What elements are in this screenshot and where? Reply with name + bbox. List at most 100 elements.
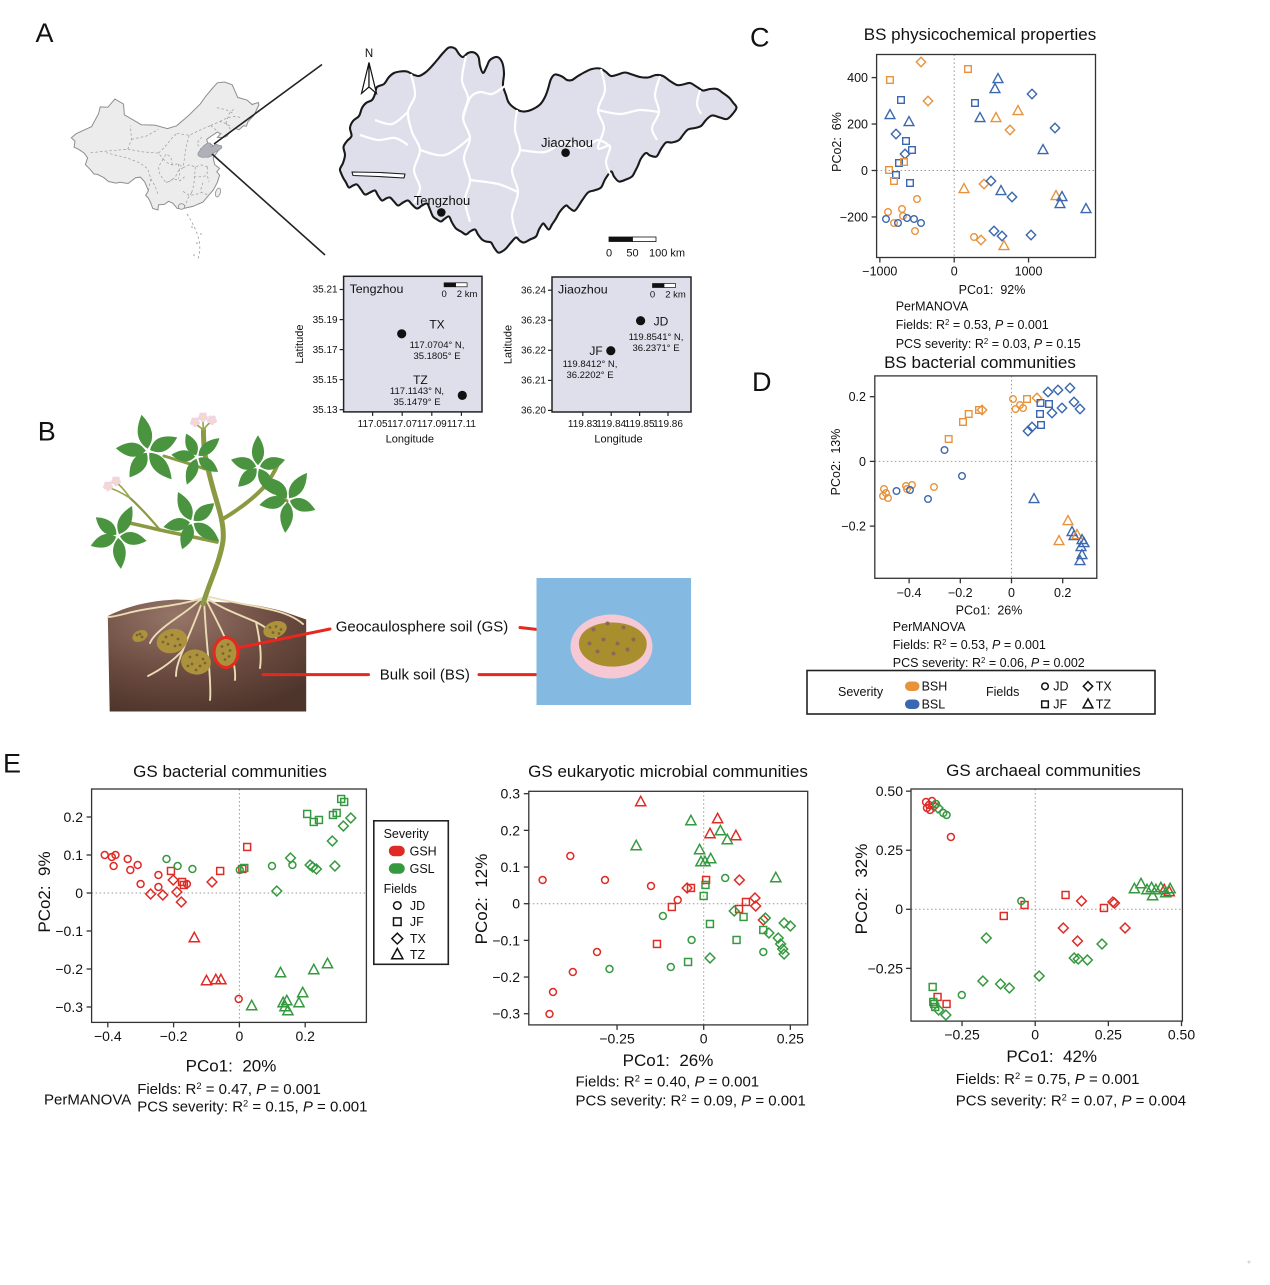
svg-text:35.21: 35.21 — [313, 285, 338, 296]
svg-text:0.2: 0.2 — [64, 809, 84, 825]
svg-text:PCo1: 26%: PCo1: 26% — [956, 603, 1023, 617]
svg-text:36.24: 36.24 — [521, 285, 546, 296]
svg-text:119.84: 119.84 — [596, 419, 626, 430]
svg-text:0: 0 — [236, 1028, 244, 1044]
svg-text:PCS severity: R2 = 0.07, P = 0: PCS severity: R2 = 0.07, P = 0.004 — [956, 1092, 1186, 1109]
svg-text:117.09: 117.09 — [417, 419, 447, 430]
svg-text:36.23: 36.23 — [521, 315, 546, 326]
svg-text:Fields: Fields — [986, 685, 1019, 699]
svg-text:−200: −200 — [840, 210, 868, 224]
svg-text:119.8412° N,: 119.8412° N, — [563, 359, 618, 370]
svg-text:−0.2: −0.2 — [492, 969, 520, 985]
svg-text:PerMANOVA: PerMANOVA — [893, 620, 966, 634]
svg-text:−0.1: −0.1 — [55, 923, 83, 939]
svg-text:0: 0 — [512, 896, 520, 912]
svg-text:0.25: 0.25 — [777, 1031, 804, 1047]
svg-text:50: 50 — [626, 248, 638, 260]
svg-text:PCS severity: R2 = 0.15, P = 0: PCS severity: R2 = 0.15, P = 0.001 — [137, 1098, 367, 1115]
svg-text:−0.25: −0.25 — [868, 960, 904, 976]
svg-text:PCo2: 32%: PCo2: 32% — [852, 844, 871, 935]
svg-text:Latitude: Latitude — [294, 325, 306, 364]
svg-text:117.07: 117.07 — [387, 419, 417, 430]
svg-text:Longitude: Longitude — [594, 434, 642, 446]
svg-text:PCS severity: R2 = 0.03, P = 0: PCS severity: R2 = 0.03, P = 0.15 — [896, 337, 1081, 351]
svg-text:0.2: 0.2 — [501, 822, 521, 838]
svg-text:−0.3: −0.3 — [55, 999, 83, 1015]
svg-text:PCo1: 42%: PCo1: 42% — [1006, 1047, 1097, 1066]
svg-text:119.85: 119.85 — [625, 419, 655, 430]
svg-text:TX: TX — [429, 318, 444, 332]
svg-text:36.2202° E: 36.2202° E — [566, 370, 613, 381]
svg-text:−0.25: −0.25 — [944, 1027, 980, 1043]
svg-text:BSH: BSH — [922, 680, 948, 694]
svg-text:GSH: GSH — [410, 844, 437, 858]
svg-text:B: B — [38, 417, 56, 447]
svg-text:−0.3: −0.3 — [492, 1006, 520, 1022]
svg-text:36.21: 36.21 — [521, 376, 546, 387]
svg-text:Jiaozhou: Jiaozhou — [541, 135, 593, 150]
svg-text:N: N — [365, 48, 373, 60]
svg-text:0.50: 0.50 — [1168, 1027, 1195, 1043]
svg-text:0: 0 — [1008, 586, 1015, 600]
svg-text:JD: JD — [410, 899, 425, 913]
svg-text:2 km: 2 km — [457, 289, 478, 300]
svg-text:TX: TX — [1096, 680, 1113, 694]
svg-text:36.20: 36.20 — [521, 406, 546, 417]
svg-text:35.13: 35.13 — [313, 405, 338, 416]
svg-text:Latitude: Latitude — [503, 325, 515, 364]
svg-text:117.1143° N,: 117.1143° N, — [390, 386, 444, 397]
svg-text:JF: JF — [410, 915, 424, 929]
svg-text:117.0704° N,: 117.0704° N, — [410, 340, 465, 351]
svg-text:Jiaozhou: Jiaozhou — [558, 283, 608, 297]
svg-text:117.05: 117.05 — [358, 419, 388, 430]
svg-text:0: 0 — [1031, 1027, 1039, 1043]
svg-text:119.8541° N,: 119.8541° N, — [629, 332, 684, 343]
svg-text:JD: JD — [654, 315, 669, 329]
svg-text:200: 200 — [847, 117, 868, 131]
svg-text:BS physicochemical properties: BS physicochemical properties — [864, 25, 1096, 44]
svg-text:0.2: 0.2 — [1054, 586, 1071, 600]
svg-text:−0.25: −0.25 — [599, 1031, 635, 1047]
svg-text:36.2371° E: 36.2371° E — [632, 343, 679, 354]
svg-text:−0.2: −0.2 — [841, 519, 866, 533]
svg-text:PCo1: 20%: PCo1: 20% — [186, 1057, 277, 1076]
svg-text:−0.1: −0.1 — [492, 932, 520, 948]
svg-text:PCo2: 12%: PCo2: 12% — [472, 854, 491, 945]
svg-text:35.15: 35.15 — [313, 375, 338, 386]
svg-text:Bulk soil (BS): Bulk soil (BS) — [380, 666, 470, 683]
svg-text:TZ: TZ — [413, 373, 428, 387]
svg-text:0.50: 0.50 — [876, 783, 903, 799]
svg-text:PerMANOVA: PerMANOVA — [896, 300, 969, 314]
svg-text:PCo1: 92%: PCo1: 92% — [959, 283, 1026, 297]
svg-text:TX: TX — [410, 932, 427, 946]
svg-text:PCo2: 6%: PCo2: 6% — [830, 112, 844, 172]
svg-text:35.19: 35.19 — [313, 315, 338, 326]
svg-text:Fields: R2 = 0.53, P = 0.001: Fields: R2 = 0.53, P = 0.001 — [893, 638, 1046, 652]
svg-text:PerMANOVA: PerMANOVA — [44, 1092, 131, 1109]
svg-text:1000: 1000 — [1015, 265, 1043, 279]
svg-text:119.86: 119.86 — [653, 419, 683, 430]
svg-text:0: 0 — [700, 1031, 708, 1047]
svg-text:Fields: R2 = 0.40, P = 0.001: Fields: R2 = 0.40, P = 0.001 — [576, 1074, 760, 1091]
svg-text:−0.2: −0.2 — [948, 586, 973, 600]
svg-text:0: 0 — [951, 265, 958, 279]
svg-text:PCo2: 9%: PCo2: 9% — [35, 851, 54, 932]
svg-text:0.1: 0.1 — [64, 847, 84, 863]
svg-text:JF: JF — [589, 344, 602, 358]
svg-text:GS eukaryotic microbial commun: GS eukaryotic microbial communities — [528, 762, 808, 781]
svg-text:0.1: 0.1 — [501, 859, 521, 875]
svg-text:0: 0 — [859, 455, 866, 469]
svg-text:−0.4: −0.4 — [897, 586, 922, 600]
svg-text:0: 0 — [75, 885, 83, 901]
svg-text:BS bacterial communities: BS bacterial communities — [884, 353, 1076, 372]
svg-text:0: 0 — [895, 901, 903, 917]
svg-text:Longitude: Longitude — [386, 433, 434, 445]
svg-text:TZ: TZ — [1096, 698, 1112, 712]
svg-text:JF: JF — [1053, 698, 1067, 712]
svg-text:TZ: TZ — [410, 948, 426, 962]
svg-text:0.3: 0.3 — [501, 786, 521, 802]
svg-text:PCo2: 13%: PCo2: 13% — [829, 429, 843, 496]
svg-text:400: 400 — [847, 71, 868, 85]
svg-text:C: C — [750, 23, 770, 53]
svg-text:Severity: Severity — [384, 827, 430, 841]
